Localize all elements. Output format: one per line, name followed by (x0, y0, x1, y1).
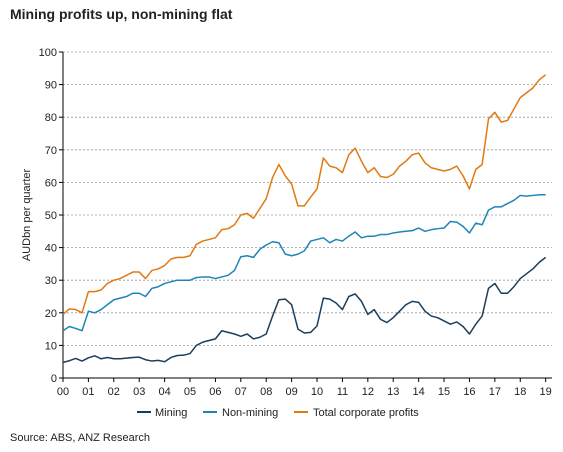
series-line-mining (62, 256, 547, 364)
legend-label: Total corporate profits (313, 407, 419, 419)
x-tick-label: 11 (337, 386, 348, 398)
x-tick-label: 12 (362, 386, 374, 398)
x-tick-label: 01 (82, 386, 94, 398)
y-tick-label: 80 (45, 112, 57, 124)
y-tick-label: 30 (45, 275, 57, 287)
x-tick-label: 17 (489, 386, 501, 398)
y-tick-label: 100 (39, 47, 57, 59)
gridlines (63, 51, 552, 346)
x-tick-label: 19 (540, 386, 552, 398)
y-axis-title: AUDbn per quarter (21, 169, 33, 262)
chart-title: Mining profits up, non-mining flat (10, 6, 233, 22)
legend-label: Non-mining (222, 407, 278, 419)
x-tick-label: 07 (235, 386, 247, 398)
y-tick-label: 20 (45, 308, 57, 320)
legend-label: Mining (155, 407, 187, 419)
source-note: Source: ABS, ANZ Research (10, 432, 151, 444)
series-line-non-mining (62, 194, 546, 332)
x-tick-label: 04 (158, 386, 170, 398)
y-tick-label: 50 (45, 210, 57, 222)
axes: 0 10 20 30 40 50 60 70 80 90 100 00 01 02 03 04 05 06 07 08… (21, 47, 552, 398)
legend: Mining Non-mining Total corporate profits (137, 407, 419, 419)
x-tick-label: 00 (57, 386, 69, 398)
x-tick-label: 09 (285, 386, 297, 398)
x-tick-label: 03 (133, 386, 145, 398)
y-tick-label: 0 (51, 373, 57, 385)
series-line-total-corporate-profits (62, 74, 547, 315)
x-tick-label: 02 (108, 386, 120, 398)
x-tick-label: 06 (209, 386, 221, 398)
x-tick-label: 08 (260, 386, 272, 398)
y-tick-label: 60 (45, 177, 57, 189)
y-tick-label: 10 (45, 340, 57, 352)
x-tick-label: 14 (413, 386, 425, 398)
y-tick-label: 70 (45, 145, 57, 157)
y-tick-label: 90 (45, 80, 57, 92)
y-tick-label: 40 (45, 243, 57, 255)
x-tick-label: 18 (514, 386, 526, 398)
x-tick-label: 15 (438, 386, 450, 398)
x-tick-label: 16 (463, 386, 475, 398)
x-tick-label: 10 (311, 386, 323, 398)
x-tick-label: 05 (184, 386, 196, 398)
series-lines (62, 74, 547, 364)
x-tick-label: 13 (387, 386, 399, 398)
